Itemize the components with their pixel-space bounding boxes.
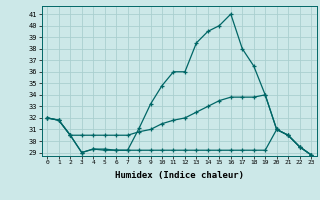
X-axis label: Humidex (Indice chaleur): Humidex (Indice chaleur) [115, 171, 244, 180]
